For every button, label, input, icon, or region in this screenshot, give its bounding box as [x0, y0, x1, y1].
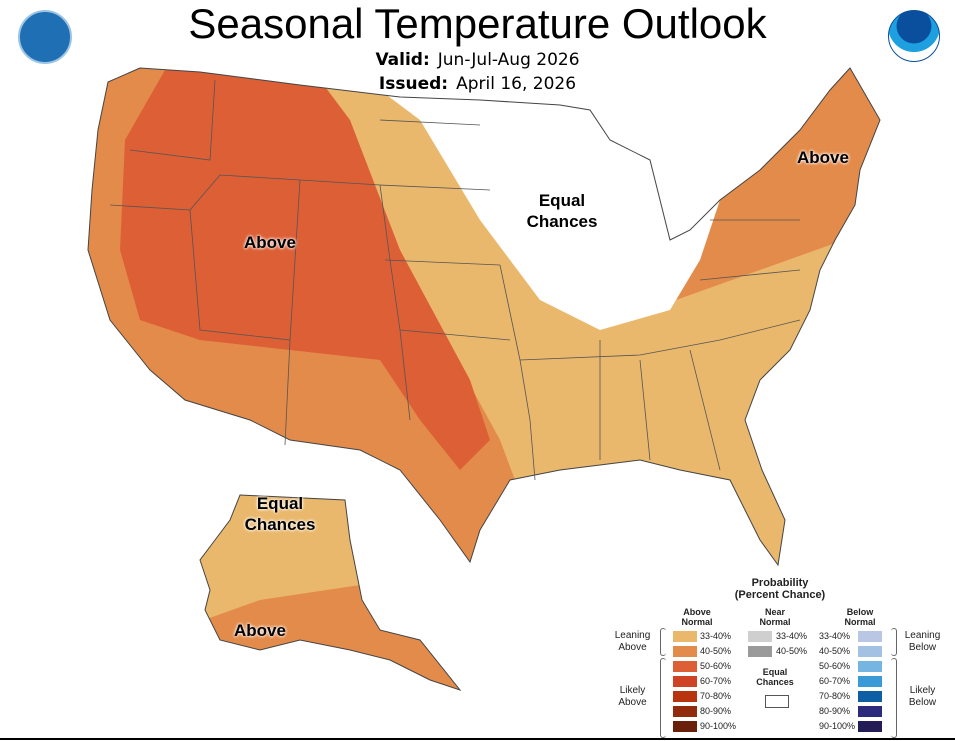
header-line: Below — [846, 607, 874, 617]
below-range-label: 33-40% — [819, 631, 851, 641]
bottom-rule — [0, 738, 955, 740]
near-range-label: 33-40% — [776, 631, 808, 641]
equal-line: Chances — [756, 677, 794, 687]
above-range-label: 90-100% — [700, 721, 737, 731]
issued-label: Issued: — [378, 74, 449, 94]
label-line: Equal — [538, 191, 586, 210]
side-line: Likely — [619, 685, 646, 696]
header-line: Near — [764, 607, 785, 617]
issued-date: Issued: April 16, 2026 — [0, 74, 955, 94]
swatch-above-50-60 — [673, 661, 697, 672]
above-normal-header: Above Normal — [672, 607, 722, 627]
label-line: Chances — [526, 212, 598, 231]
probability-legend: Probability (Percent Chance) Above Normal … — [600, 575, 955, 741]
header-line: Normal — [681, 617, 713, 627]
swatch-near-40-50 — [748, 646, 772, 657]
legend-title-line: Probability — [751, 577, 809, 589]
swatch-below-50-60 — [858, 661, 882, 672]
below-range-label: 90-100% — [819, 721, 856, 731]
label-midwest-equal-chances: Equal Chances — [522, 190, 602, 232]
swatch-equal-chances — [765, 695, 789, 708]
side-line: Leaning — [904, 630, 941, 641]
near-normal-header: Near Normal — [750, 607, 800, 627]
side-line: Leaning — [614, 630, 651, 641]
label-line: Chances — [244, 515, 316, 534]
conus-outline — [87, 67, 881, 567]
below-range-label: 70-80% — [819, 691, 851, 701]
equal-line: Equal — [762, 667, 788, 677]
above-range-label: 50-60% — [700, 661, 732, 671]
brace — [660, 628, 666, 656]
alaska-regions — [200, 495, 460, 690]
side-line: Likely — [909, 685, 936, 696]
equal-chances-label: Equal Chances — [750, 667, 800, 687]
label-northeast-above: Above — [797, 148, 849, 167]
side-line: Above — [618, 642, 647, 653]
leaning-above-label: Leaning Above — [610, 630, 655, 654]
swatch-below-90-100 — [858, 721, 882, 732]
alaska-outline — [199, 494, 462, 692]
near-range-label: 40-50% — [776, 646, 808, 656]
swatch-below-33-40 — [858, 631, 882, 642]
label-line: Equal — [256, 494, 304, 513]
swatch-above-60-70 — [673, 676, 697, 687]
header-line: Normal — [759, 617, 791, 627]
swatch-above-70-80 — [673, 691, 697, 702]
above-range-label: 40-50% — [700, 646, 732, 656]
above-range-label: 60-70% — [700, 676, 732, 686]
swatch-below-70-80 — [858, 691, 882, 702]
legend-title: Probability (Percent Chance) — [710, 577, 850, 601]
above-range-label: 80-90% — [700, 706, 732, 716]
brace — [660, 658, 666, 738]
swatch-near-33-40 — [748, 631, 772, 642]
brace — [891, 628, 897, 656]
leaning-below-label: Leaning Below — [900, 630, 945, 654]
side-line: Below — [908, 642, 937, 653]
state-borders — [109, 79, 801, 481]
swatch-above-33-40 — [673, 631, 697, 642]
below-normal-header: Below Normal — [835, 607, 885, 627]
region-above-50-60 — [120, 70, 490, 470]
swatch-above-80-90 — [673, 706, 697, 717]
side-line: Below — [908, 697, 937, 708]
doc-seal-logo — [18, 10, 72, 64]
below-range-label: 40-50% — [819, 646, 851, 656]
swatch-below-80-90 — [858, 706, 882, 717]
below-range-label: 50-60% — [819, 661, 851, 671]
swatch-below-40-50 — [858, 646, 882, 657]
label-west-above: Above — [244, 233, 296, 252]
below-range-label: 80-90% — [819, 706, 851, 716]
legend-title-line: (Percent Chance) — [734, 589, 826, 601]
issued-value: April 16, 2026 — [456, 74, 577, 94]
label-alaska-above: Above — [234, 621, 286, 640]
above-range-label: 70-80% — [700, 691, 732, 701]
side-line: Above — [618, 697, 647, 708]
header-line: Normal — [844, 617, 876, 627]
noaa-logo — [888, 10, 940, 62]
brace — [891, 658, 897, 738]
swatch-above-40-50 — [673, 646, 697, 657]
below-range-label: 60-70% — [819, 676, 851, 686]
swatch-above-90-100 — [673, 721, 697, 732]
label-alaska-equal-chances: Equal Chances — [240, 493, 320, 535]
likely-below-label: Likely Below — [900, 685, 945, 709]
likely-above-label: Likely Above — [610, 685, 655, 709]
valid-label: Valid: — [375, 50, 430, 70]
valid-period: Valid: Jun-Jul-Aug 2026 — [0, 50, 955, 70]
valid-value: Jun-Jul-Aug 2026 — [437, 50, 580, 70]
page-title: Seasonal Temperature Outlook — [188, 0, 767, 47]
header-line: Above — [683, 607, 711, 617]
above-range-label: 33-40% — [700, 631, 732, 641]
swatch-below-60-70 — [858, 676, 882, 687]
